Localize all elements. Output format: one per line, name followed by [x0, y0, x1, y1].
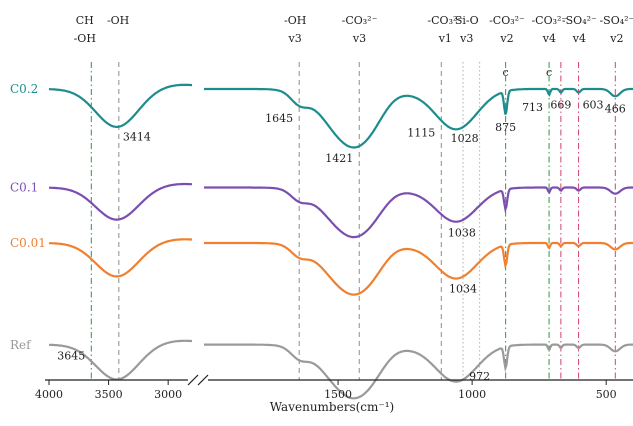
x-axis-label: Wavenumbers(cm⁻¹): [270, 400, 394, 414]
x-tick-label: 3500: [95, 388, 123, 401]
peak-label: 713: [522, 101, 543, 114]
series-line-C0-1-left: [49, 182, 192, 221]
series-label: C0.01: [10, 236, 46, 250]
band-label: v1: [438, 32, 452, 45]
band-label: v2: [609, 32, 623, 45]
peak-label: 875: [495, 121, 516, 134]
band-label: -SO₄²⁻: [562, 14, 597, 27]
series-line-C0-2-right: [204, 87, 633, 149]
x-tick-label: 3000: [154, 388, 182, 401]
peak-label: 1645: [265, 112, 293, 125]
vertical-reference-lines: [90, 62, 616, 380]
peak-label: 466: [605, 102, 626, 115]
series-line-C0-01-right: [204, 241, 633, 296]
band-label: -CO₃²⁻: [531, 14, 567, 27]
x-axis: 4000 3500 3000 1500 1000 500: [35, 374, 633, 401]
band-label: -OH: [284, 14, 306, 27]
band-label: -SO₄²⁻: [599, 14, 633, 27]
axis-break-mark: [187, 374, 199, 386]
peak-label: 603: [583, 99, 604, 112]
x-tick-label: 1000: [458, 388, 486, 401]
band-label: -CO₃²⁻: [427, 14, 463, 27]
calcite-marker: c: [503, 66, 509, 79]
band-label: v3: [459, 32, 473, 45]
x-tick-label: 4000: [35, 388, 63, 401]
series-line-C0-01-left: [48, 238, 192, 278]
x-tick-label: 500: [596, 388, 617, 401]
series-line-Ref-right: [204, 343, 633, 400]
series-label: C0.1: [10, 181, 38, 195]
peak-label: 1421: [325, 152, 353, 165]
band-label: v4: [542, 32, 556, 45]
band-label: v3: [352, 32, 366, 45]
x-tick-label: 1500: [324, 388, 352, 401]
peak-label: 3414: [123, 131, 151, 144]
band-label: Si-O: [455, 14, 479, 27]
series-line-C0-1-right: [204, 186, 633, 239]
peak-label: 1038: [448, 226, 476, 239]
band-label: -OH: [74, 32, 96, 45]
series-line-C0-2-left: [49, 83, 192, 128]
series-line-Ref-left: [49, 339, 192, 381]
series-label: Ref: [10, 338, 32, 352]
band-label: v3: [288, 32, 302, 45]
band-label: v4: [572, 32, 586, 45]
band-label: -CO₃²⁻: [489, 14, 525, 27]
series-label: C0.2: [10, 82, 38, 96]
axis-break-mark: [197, 374, 209, 386]
band-label: -OH: [107, 14, 129, 27]
band-label: CH: [76, 14, 94, 27]
peak-label: 1034: [449, 283, 477, 296]
calcite-marker: c: [546, 66, 552, 79]
band-label: v2: [499, 32, 513, 45]
peak-label: 669: [550, 99, 571, 112]
peak-label: 1115: [407, 127, 435, 140]
spectra-series: C0.2 C0.1 C0.01 Ref: [10, 82, 633, 400]
band-label: -CO₃²⁻: [342, 14, 378, 27]
peak-label: 1028: [451, 132, 479, 145]
peak-label: 3645: [57, 349, 85, 362]
